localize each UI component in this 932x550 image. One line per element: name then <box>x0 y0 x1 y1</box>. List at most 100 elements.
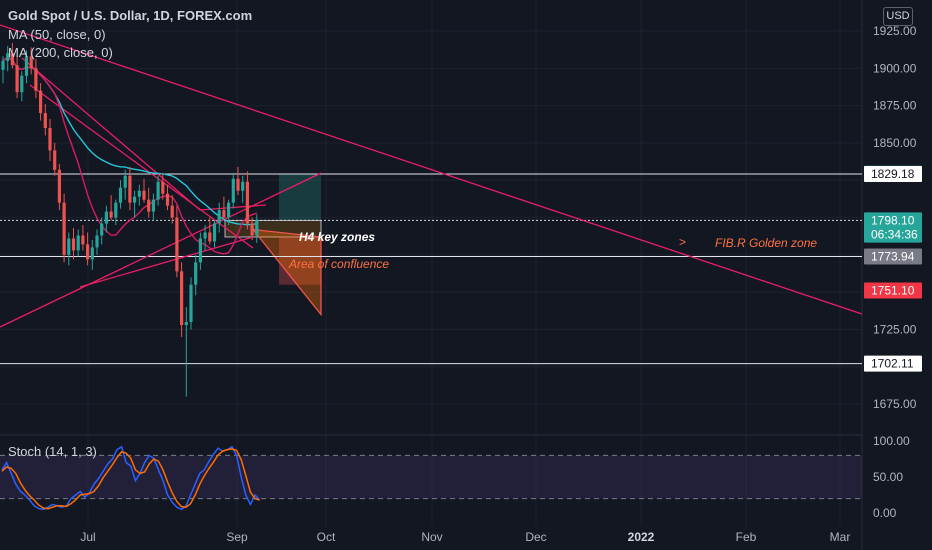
price-label-box <box>864 212 922 229</box>
time-tick-label: Jul <box>80 530 95 544</box>
price-tick-label: 1675.00 <box>873 397 917 411</box>
candle-body <box>175 217 179 272</box>
price-label: 1751.10 <box>871 284 915 298</box>
price-label-box <box>864 248 922 265</box>
trend-line <box>79 236 254 288</box>
price-tick-label: 1850.00 <box>873 136 917 150</box>
candle-body <box>128 175 132 203</box>
candle-body <box>57 169 61 203</box>
candle-body <box>170 205 174 218</box>
candle-body <box>95 235 99 248</box>
price-label: 1798.10 <box>871 213 915 227</box>
candle-body <box>142 190 146 200</box>
stoch-tick-label: 100.00 <box>873 434 910 448</box>
candle-body <box>62 202 66 255</box>
candle-body <box>212 223 217 242</box>
candle-body <box>250 223 254 236</box>
candle-body <box>104 211 108 224</box>
candle-body <box>10 53 14 66</box>
candle-body <box>133 196 137 203</box>
price-tick-label: 1925.00 <box>873 24 917 38</box>
candle-body <box>161 181 165 194</box>
stop-zone <box>279 236 321 285</box>
candle-body <box>189 284 193 323</box>
trend-line <box>21 57 201 211</box>
candle-body <box>208 232 212 242</box>
candle-body <box>39 90 43 114</box>
candle-body <box>6 53 10 61</box>
candle-body <box>48 128 52 151</box>
price-tick-label: 1725.00 <box>873 323 917 337</box>
stoch-band <box>0 455 862 499</box>
candle-body <box>67 238 71 255</box>
candle-body <box>1 60 5 70</box>
price-label-box <box>864 355 922 372</box>
candle-body <box>203 232 207 239</box>
time-tick-label: Nov <box>421 530 442 544</box>
candle-body <box>76 235 80 251</box>
stoch-legend[interactable]: Stoch (14, 1, 3) <box>8 444 97 459</box>
price-label: 1829.18 <box>871 167 915 181</box>
candle-body <box>123 175 127 188</box>
target-zone <box>279 174 321 221</box>
candle-body <box>15 65 19 93</box>
candle-body <box>86 244 90 260</box>
currency-button[interactable]: USD <box>883 7 913 26</box>
candle-body <box>255 220 259 236</box>
candle-body <box>71 238 76 251</box>
time-tick-label: Sep <box>226 530 248 544</box>
candle-body <box>217 210 221 224</box>
candle-body <box>198 238 202 263</box>
trend-line <box>29 84 254 249</box>
annotation-area-of-confluence: Area of confluence <box>288 257 389 271</box>
time-tick-label: Feb <box>736 530 757 544</box>
stoch-d-line <box>1 448 260 510</box>
candle-body <box>34 68 38 91</box>
annotation-fib-arrow: > <box>679 235 686 249</box>
candle-body <box>241 181 245 191</box>
candle-body <box>109 211 113 218</box>
candle-body <box>151 199 155 212</box>
candle-body <box>180 271 184 326</box>
candle-body <box>245 181 249 224</box>
time-tick-label: Mar <box>830 530 851 544</box>
ma200-legend[interactable]: MA (200, close, 0) <box>8 45 113 60</box>
confluence-triangle <box>251 228 322 317</box>
candle-body <box>20 75 24 93</box>
price-tick-label: 1900.00 <box>873 61 917 75</box>
candle-body <box>165 193 170 206</box>
candle-body <box>222 210 226 218</box>
candle-body <box>118 187 123 203</box>
candle-body <box>100 223 104 236</box>
candle-body <box>137 190 141 197</box>
candle-body <box>194 262 198 285</box>
ma50-line <box>2 56 258 255</box>
candle-body <box>53 150 57 170</box>
annotation-fib-golden-zone: FIB.R Golden zone <box>715 236 817 250</box>
candle-body <box>29 56 33 69</box>
candle-body <box>81 235 85 245</box>
candle-body <box>236 178 240 191</box>
stoch-tick-label: 50.00 <box>873 470 903 484</box>
candle-body <box>114 202 118 218</box>
trend-line <box>0 24 863 315</box>
annotation-h4-key-zones: H4 key zones <box>299 230 375 244</box>
candle-body <box>90 247 94 260</box>
time-tick-label: 2022 <box>628 530 655 544</box>
price-label: 1773.94 <box>871 249 915 263</box>
candle-body <box>156 181 160 200</box>
candle-body <box>184 322 188 326</box>
symbol-title: Gold Spot / U.S. Dollar, 1D, FOREX.com <box>8 8 253 23</box>
price-label: 1702.11 <box>871 357 914 371</box>
price-tick-label: 1875.00 <box>873 99 917 113</box>
candle-body <box>147 199 151 212</box>
stoch-tick-label: 0.00 <box>873 506 897 520</box>
price-label-box <box>864 282 922 299</box>
price-label-box <box>864 166 922 183</box>
candle-body <box>227 202 231 218</box>
time-tick-label: Dec <box>525 530 546 544</box>
ma50-legend[interactable]: MA (50, close, 0) <box>8 27 106 42</box>
